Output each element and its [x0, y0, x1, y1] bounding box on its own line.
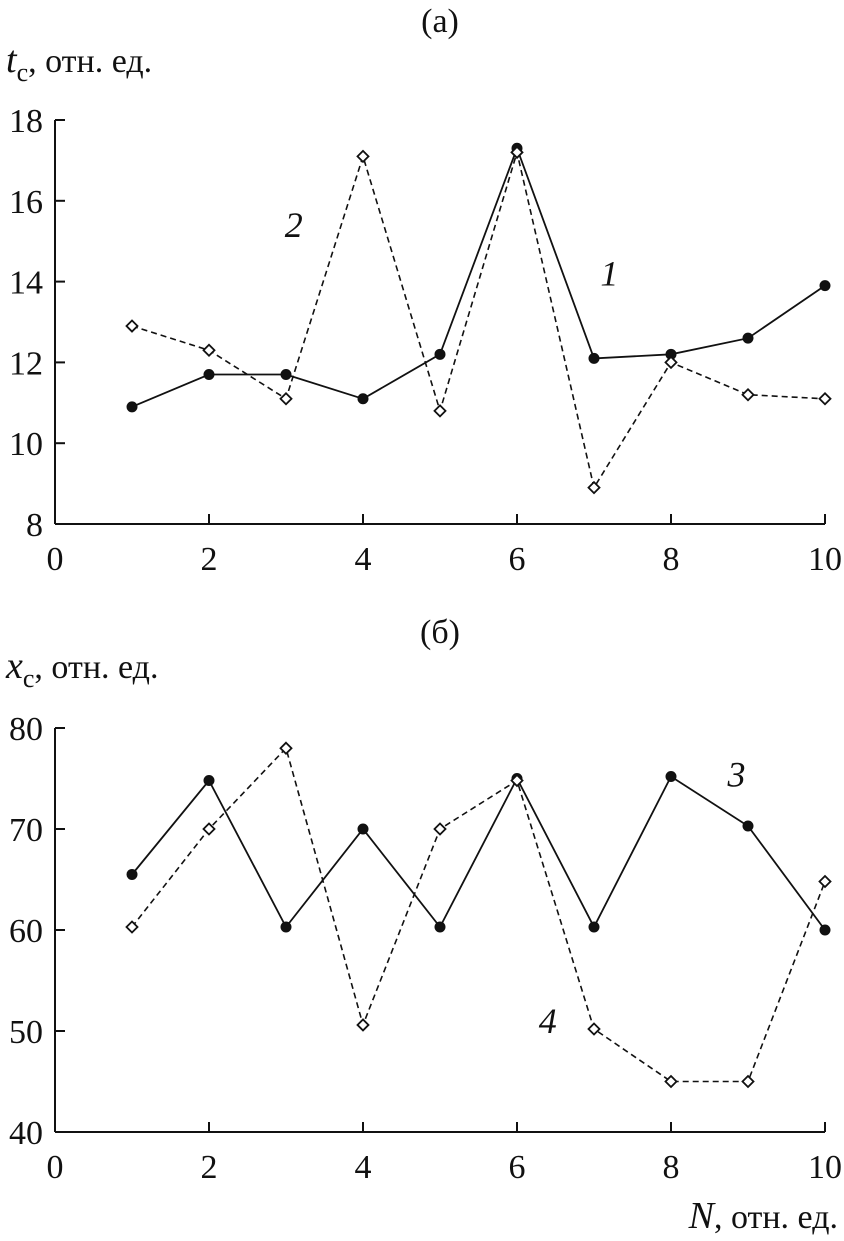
panel-b-y-tick-label: 70 — [9, 812, 43, 849]
series-3-point — [742, 820, 754, 832]
panel-a-y-tick-label: 10 — [9, 426, 43, 463]
series-3-point — [280, 921, 292, 933]
series-3-point — [665, 770, 677, 782]
panel-b-ticks: 0 2 4 6 8 10 40 50 60 70 80 — [9, 711, 842, 1186]
series-1-label: 1 — [600, 254, 618, 294]
series-4-point — [279, 741, 293, 755]
panel-a-label: (а) — [421, 3, 459, 40]
series-4-point — [125, 920, 139, 934]
panel-b-x-tick-label: 6 — [509, 1149, 526, 1186]
panel-a-y-tick-label: 8 — [26, 507, 43, 544]
series-1-line — [131, 145, 826, 408]
panel-b-y-axis-label: xc, отн. ед. — [5, 645, 158, 693]
series-4-point — [818, 874, 832, 889]
series-2-point — [510, 145, 524, 160]
series-2-point — [279, 391, 293, 406]
series-2-point — [356, 149, 370, 164]
series-2-point — [664, 355, 678, 370]
panel-a-ylabel-var: t — [6, 39, 18, 81]
panel-b-xlabel-var: N — [688, 1195, 717, 1237]
series-2-point — [433, 404, 447, 418]
series-4-point — [741, 1074, 755, 1089]
series-3-label: 3 — [726, 755, 745, 795]
series-4-point — [587, 1022, 601, 1036]
series-2-point — [741, 387, 755, 402]
series-4-point — [664, 1074, 678, 1089]
panel-a-y-tick-label: 12 — [9, 345, 43, 382]
series-1-point — [357, 393, 369, 405]
series-4-label: 4 — [539, 1001, 557, 1041]
panel-b-y-tick-label: 60 — [9, 913, 43, 950]
panel-b-x-tick-label: 10 — [808, 1149, 842, 1186]
panel-b-x-tick-label: 0 — [47, 1149, 64, 1186]
panel-a-y-tick-label: 16 — [9, 184, 43, 221]
series-4-line — [131, 746, 826, 1083]
panel-a-x-tick-label: 0 — [47, 541, 64, 578]
panel-b-y-tick-label: 80 — [9, 711, 43, 748]
series-1-point — [434, 348, 446, 360]
series-4-point — [356, 1018, 370, 1032]
panel-b-xlabel-unit: , отн. ед. — [714, 1199, 838, 1236]
panel-b-ylabel-var: x — [5, 645, 23, 687]
series-2-point — [587, 480, 601, 495]
panel-b-x-axis-label: N, отн. ед. — [688, 1195, 838, 1237]
series-2-point — [818, 391, 832, 406]
panel-a-x-tick-label: 4 — [355, 541, 372, 578]
series-2-point — [202, 343, 216, 358]
panel-a-y-tick-label: 14 — [9, 265, 43, 302]
series-4-point — [510, 773, 524, 788]
panel-a-x-tick-label: 8 — [663, 541, 680, 578]
panel-a-y-tick-label: 18 — [9, 103, 43, 140]
series-2-point — [125, 319, 139, 333]
panel-b-y-tick-label: 40 — [9, 1115, 43, 1152]
series-2-label: 2 — [285, 205, 303, 245]
series-1-point — [588, 352, 600, 364]
series-1-point — [203, 369, 215, 381]
series-3-point — [203, 775, 215, 787]
series-1-point — [126, 401, 138, 413]
panel-b-ylabel-unit: , отн. ед. — [34, 649, 158, 686]
panel-b-x-tick-label: 2 — [201, 1149, 218, 1186]
series-4-point — [202, 822, 216, 836]
series-2-line — [131, 149, 826, 490]
series-3-line — [131, 775, 826, 931]
panel-b-label: (б) — [420, 614, 460, 651]
series-1-point — [742, 332, 754, 344]
series-3-point — [357, 823, 369, 835]
panel-a-series: 12 — [125, 142, 832, 495]
panel-a-x-tick-label: 6 — [509, 541, 526, 578]
series-3-point — [434, 921, 446, 933]
series-3-point — [126, 868, 138, 880]
panel-b-x-tick-label: 4 — [355, 1149, 372, 1186]
panel-b-ylabel-sub: c — [23, 664, 35, 693]
series-4-point — [433, 822, 447, 836]
panel-a-x-tick-label: 2 — [201, 541, 218, 578]
series-3-point — [588, 921, 600, 933]
panel-a-y-axis-label: tc, отн. ед. — [6, 39, 152, 87]
panel-a-ylabel-sub: c — [17, 58, 29, 87]
panel-b-y-tick-label: 50 — [9, 1014, 43, 1051]
series-1-point — [280, 369, 292, 381]
panel-b-x-tick-label: 8 — [663, 1149, 680, 1186]
panel-b-series: 34 — [125, 741, 832, 1089]
panel-a-x-tick-label: 10 — [808, 541, 842, 578]
panel-a-ylabel-unit: , отн. ед. — [28, 43, 152, 80]
series-3-point — [819, 924, 831, 936]
series-1-point — [819, 280, 831, 292]
